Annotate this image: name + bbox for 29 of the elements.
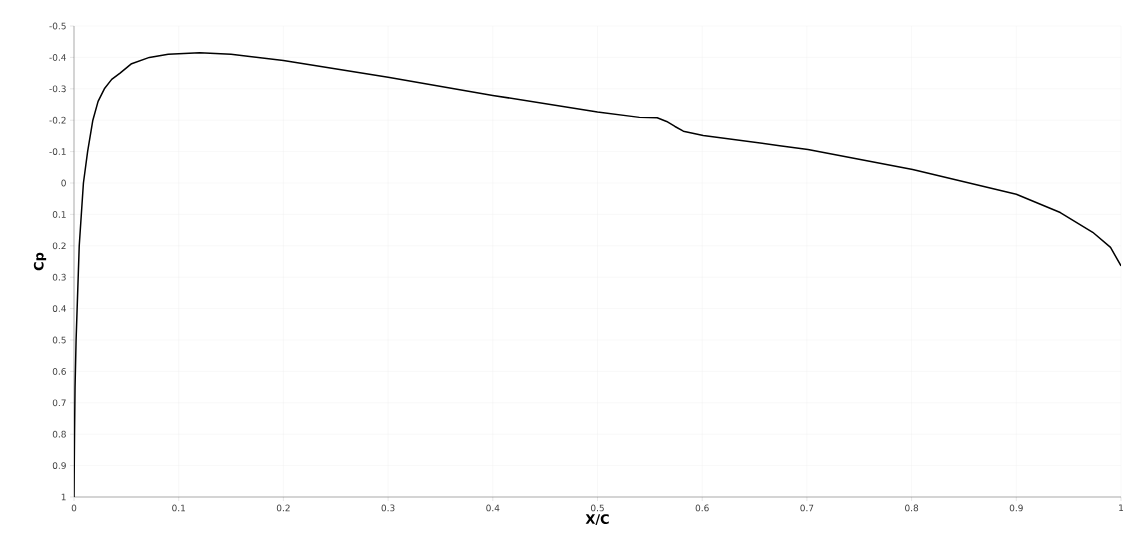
- y-tick-label: 0.7: [52, 399, 66, 407]
- y-axis-title: Cp: [33, 252, 47, 271]
- y-tick-label: 0.9: [52, 462, 66, 469]
- y-tick-label: 0.2: [52, 242, 66, 250]
- x-tick-label: 0.9: [1009, 504, 1023, 512]
- y-tick-label: 0.4: [52, 305, 66, 312]
- y-tick-label: 0.6: [52, 368, 66, 375]
- y-tick-label: -0.2: [49, 116, 66, 124]
- y-tick-label: 0.5: [52, 336, 66, 344]
- x-tick-label: 0.7: [800, 504, 814, 512]
- y-tick-label: 0.1: [52, 211, 66, 218]
- y-tick-label: 0: [61, 179, 66, 187]
- x-axis-title: X/C: [585, 514, 609, 525]
- x-tick-label: 0: [71, 504, 77, 512]
- y-tick-label: 0.3: [52, 273, 66, 281]
- x-tick-label: 0.3: [381, 504, 395, 512]
- y-tick-label: -0.5: [49, 22, 66, 30]
- y-tick-label: -0.3: [49, 85, 66, 93]
- y-tick-label: -0.4: [49, 54, 66, 61]
- x-tick-label: 1: [1119, 504, 1124, 512]
- y-tick-label: 1: [61, 493, 66, 501]
- y-tick-label: 0.8: [52, 430, 66, 438]
- x-tick-label: 0.4: [486, 504, 500, 512]
- x-tick-label: 0.6: [695, 504, 709, 512]
- x-tick-label: 0.8: [905, 504, 919, 512]
- x-tick-label: 0.2: [276, 504, 290, 512]
- x-tick-label: 0.5: [590, 504, 604, 512]
- x-tick-label: 0.1: [172, 504, 185, 512]
- y-tick-label: -0.1: [49, 148, 66, 155]
